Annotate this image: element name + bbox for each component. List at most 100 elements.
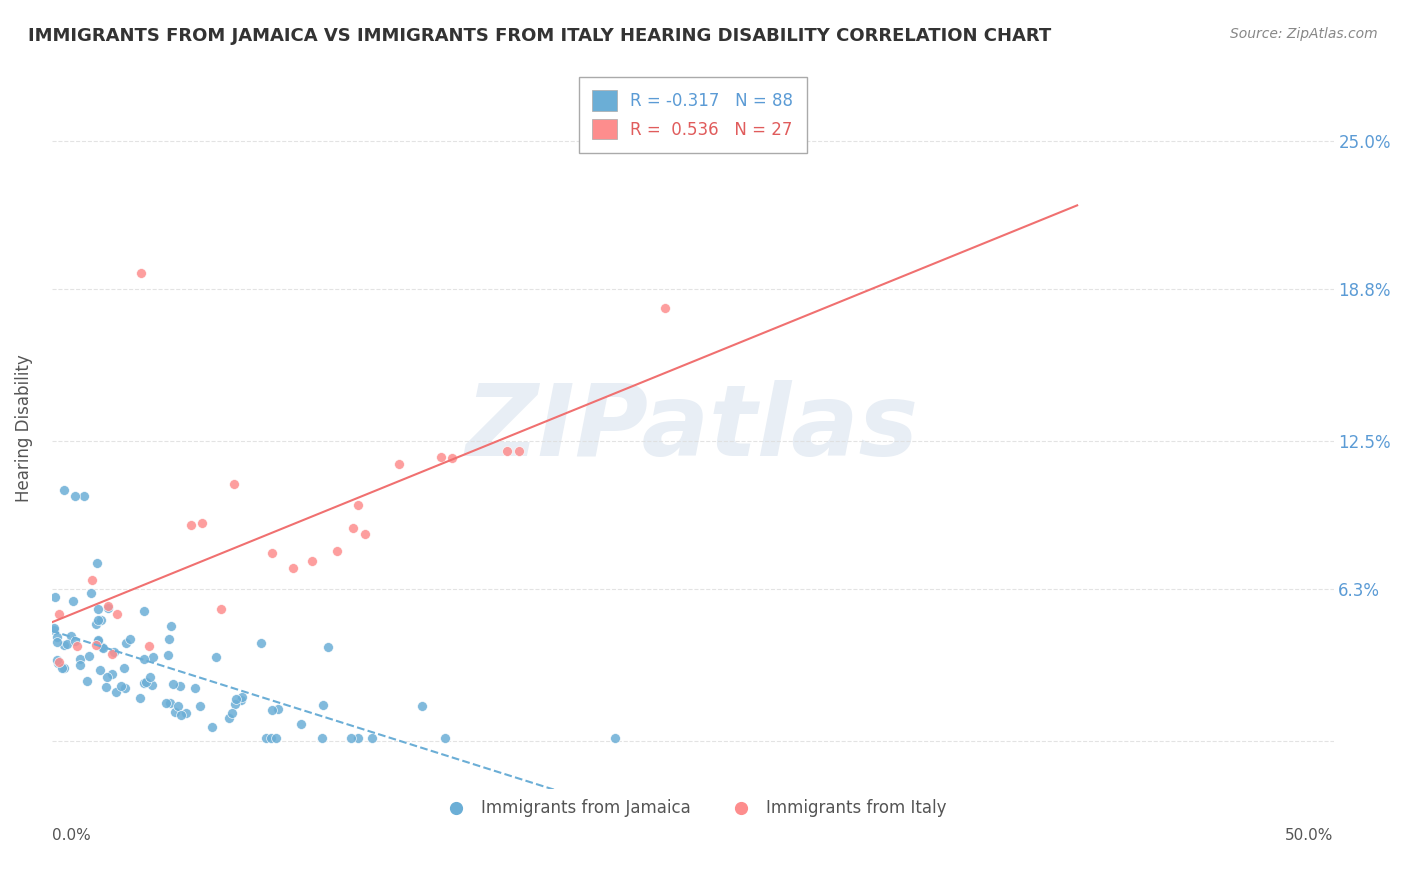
Point <box>56 637 79 651</box>
Point <box>104 685 127 699</box>
Point <box>260 731 283 746</box>
Point <box>48 607 70 621</box>
Point <box>267 702 290 716</box>
Point <box>347 731 370 746</box>
Point <box>508 444 530 458</box>
Point <box>91 640 114 655</box>
Text: ZIPatlas: ZIPatlas <box>465 380 920 477</box>
Point <box>176 706 198 721</box>
Point <box>326 544 349 558</box>
Point <box>90 613 112 627</box>
Point <box>45 630 67 644</box>
Legend: Immigrants from Jamaica, Immigrants from Italy: Immigrants from Jamaica, Immigrants from… <box>433 792 953 823</box>
Point <box>51 661 73 675</box>
Point <box>69 652 91 666</box>
Point <box>103 645 125 659</box>
Point <box>184 681 207 695</box>
Point <box>388 458 411 472</box>
Point <box>97 599 120 613</box>
Point <box>201 720 224 734</box>
Point <box>62 594 84 608</box>
Point <box>139 670 162 684</box>
Point <box>440 451 463 466</box>
Point <box>63 633 86 648</box>
Point <box>361 731 384 746</box>
Point <box>52 661 75 675</box>
Point <box>60 629 83 643</box>
Point <box>87 601 110 615</box>
Point <box>411 699 433 714</box>
Point <box>118 632 141 646</box>
Point <box>180 518 202 533</box>
Point <box>169 679 191 693</box>
Point <box>167 699 190 714</box>
Point <box>80 585 103 599</box>
Point <box>132 652 155 666</box>
Point <box>131 266 153 280</box>
Point <box>204 649 226 664</box>
Text: IMMIGRANTS FROM JAMAICA VS IMMIGRANTS FROM ITALY HEARING DISABILITY CORRELATION : IMMIGRANTS FROM JAMAICA VS IMMIGRANTS FR… <box>28 27 1052 45</box>
Point <box>46 653 69 667</box>
Point <box>46 634 69 648</box>
Point <box>110 679 132 693</box>
Point <box>209 602 232 616</box>
Point <box>138 640 160 654</box>
Point <box>311 731 333 746</box>
Text: 0.0%: 0.0% <box>52 828 90 843</box>
Point <box>347 498 370 512</box>
Point <box>53 483 76 498</box>
Point <box>342 521 364 535</box>
Point <box>603 731 626 746</box>
Point <box>218 711 240 725</box>
Point <box>250 636 273 650</box>
Point <box>160 619 183 633</box>
Point <box>316 640 339 655</box>
Point <box>159 696 181 710</box>
Point <box>115 636 138 650</box>
Point <box>135 675 157 690</box>
Point <box>222 477 245 491</box>
Point <box>86 613 108 627</box>
Point <box>281 561 304 575</box>
Point <box>157 648 180 663</box>
Point <box>221 706 243 720</box>
Point <box>105 607 128 621</box>
Point <box>254 731 277 746</box>
Point <box>225 691 247 706</box>
Point <box>44 590 66 604</box>
Point <box>91 640 114 655</box>
Point <box>82 573 104 587</box>
Point <box>97 600 120 615</box>
Point <box>142 649 165 664</box>
Point <box>132 676 155 690</box>
Point <box>96 670 118 684</box>
Point <box>129 691 152 706</box>
Point <box>301 554 323 568</box>
Point <box>163 705 186 719</box>
Point <box>290 717 312 731</box>
Point <box>190 516 212 530</box>
Point <box>155 696 177 710</box>
Point <box>433 731 456 746</box>
Point <box>260 546 283 560</box>
Text: 50.0%: 50.0% <box>1285 828 1333 843</box>
Point <box>100 666 122 681</box>
Point <box>112 661 135 675</box>
Point <box>430 450 453 465</box>
Point <box>96 681 118 695</box>
Point <box>654 301 676 316</box>
Point <box>101 648 124 662</box>
Point <box>231 690 253 705</box>
Point <box>312 698 335 712</box>
Point <box>66 639 89 653</box>
Point <box>157 632 180 646</box>
Point <box>44 621 66 635</box>
Point <box>86 556 108 570</box>
Point <box>188 698 211 713</box>
Point <box>354 526 377 541</box>
Point <box>89 663 111 677</box>
Point <box>162 677 184 691</box>
Point <box>264 731 287 746</box>
Y-axis label: Hearing Disability: Hearing Disability <box>15 355 32 502</box>
Point <box>46 656 69 670</box>
